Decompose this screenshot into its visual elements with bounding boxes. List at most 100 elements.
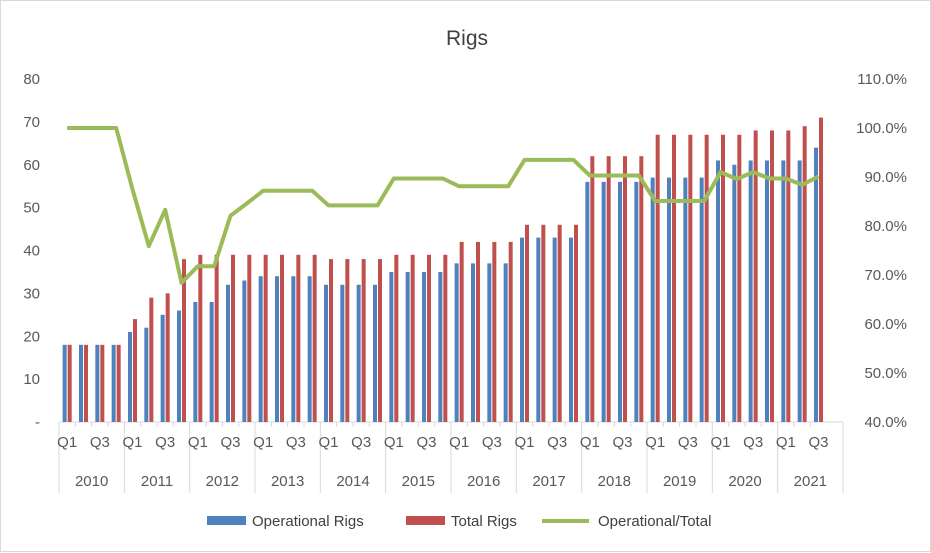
y-tick-label: 10 (23, 371, 40, 388)
bar-operational-rigs (487, 263, 492, 422)
bar-total-rigs (655, 134, 660, 423)
bar-operational-rigs (797, 160, 802, 422)
year-label: 2014 (336, 473, 369, 490)
x-tick-label: Q3 (220, 434, 240, 451)
bar-total-rigs (770, 130, 774, 422)
bar-operational-rigs (781, 160, 786, 422)
bar-total-rigs (704, 134, 709, 423)
y-axis-right: 40.0% 50.0% 60.0% 70.0% 80.0% 90.0% 100.0% 110.… (856, 71, 907, 431)
x-tick-label: Q1 (253, 434, 273, 451)
y2-tick-label: 100.0% (856, 120, 907, 137)
bar-operational-rigs (356, 284, 361, 422)
bar-operational-rigs (454, 263, 459, 422)
year-label: 2013 (271, 473, 304, 490)
bar-total-rigs (819, 117, 823, 423)
bar-series-group (62, 117, 823, 423)
bar-total-rigs (149, 297, 154, 422)
bar-total-rigs (67, 344, 72, 422)
bar-operational-rigs (601, 181, 606, 422)
bar-total-rigs (133, 319, 137, 422)
bar-operational-rigs (536, 237, 541, 422)
bar-operational-rigs (471, 263, 475, 422)
bar-operational-rigs (307, 276, 312, 422)
bar-total-rigs (361, 259, 366, 422)
bar-total-rigs (182, 259, 186, 422)
year-label: 2015 (402, 473, 435, 490)
bar-total-rigs (427, 254, 431, 422)
x-axis: Q1 Q3 2010 Q1 Q3 2011 Q1 Q3 2012 Q1 Q3 2013 Q1 Q3 2014… (57, 421, 844, 493)
bar-total-rigs (802, 126, 807, 422)
bar-operational-rigs (716, 160, 720, 422)
bar-operational-rigs (618, 181, 622, 422)
bar-total-rigs (525, 224, 529, 422)
y2-tick-label: 80.0% (864, 218, 907, 235)
bar-operational-rigs (226, 284, 230, 422)
bar-total-rigs (574, 224, 578, 422)
y2-tick-label: 60.0% (864, 316, 907, 333)
bar-operational-rigs (258, 276, 263, 422)
bar-operational-rigs (634, 181, 639, 422)
bar-total-rigs (753, 130, 758, 422)
bar-total-rigs (606, 156, 611, 423)
y-tick-label: 60 (23, 157, 40, 174)
y-tick-label: 40 (23, 243, 40, 260)
x-tick-label: Q3 (90, 434, 110, 451)
line-series-group (67, 126, 820, 285)
x-tick-label: Q1 (57, 434, 77, 451)
y-tick-label: 50 (23, 200, 40, 217)
bar-total-rigs (541, 224, 546, 422)
bar-operational-rigs (193, 301, 198, 422)
legend-swatch (207, 516, 246, 525)
y-axis-left: - 10 20 30 40 50 60 70 80 (23, 71, 40, 431)
year-label: 2020 (728, 473, 761, 490)
bar-operational-rigs (373, 284, 377, 422)
bar-operational-rigs (814, 147, 818, 422)
bar-total-rigs (263, 254, 268, 422)
bar-total-rigs (476, 241, 480, 422)
year-label: 2018 (598, 473, 631, 490)
line-operational-total (67, 126, 820, 285)
bar-total-rigs (165, 293, 170, 422)
x-tick-label: Q3 (678, 434, 698, 451)
bar-total-rigs (280, 254, 284, 422)
bar-total-rigs (737, 134, 742, 423)
bar-total-rigs (443, 254, 448, 422)
y2-tick-label: 110.0% (857, 71, 907, 88)
year-label: 2019 (663, 473, 696, 490)
x-tick-label: Q3 (808, 434, 828, 451)
bar-total-rigs (100, 344, 105, 422)
x-tick-label: Q1 (710, 434, 730, 451)
y-tick-label: 20 (23, 328, 40, 345)
x-tick-label: Q1 (188, 434, 208, 451)
bar-total-rigs (786, 130, 791, 422)
y2-tick-label: 90.0% (864, 169, 907, 186)
y2-tick-label: 50.0% (864, 365, 907, 382)
bar-operational-rigs (765, 160, 769, 422)
year-label: 2012 (206, 473, 239, 490)
x-tick-label: Q1 (776, 434, 796, 451)
y-tick-label: 80 (23, 71, 40, 88)
bar-total-rigs (231, 254, 235, 422)
bar-operational-rigs (585, 181, 590, 422)
chart-title: Rigs (446, 27, 488, 50)
bar-total-rigs (84, 344, 88, 422)
x-tick-label: Q3 (743, 434, 763, 451)
bar-operational-rigs (62, 344, 67, 422)
bar-operational-rigs (422, 271, 426, 422)
bar-total-rigs (378, 259, 382, 422)
year-label: 2016 (467, 473, 500, 490)
x-tick-label: Q1 (514, 434, 534, 451)
x-tick-label: Q3 (547, 434, 567, 451)
legend-label: Operational Rigs (252, 513, 364, 530)
x-tick-label: Q3 (612, 434, 632, 451)
bar-total-rigs (590, 156, 595, 423)
bar-operational-rigs (111, 344, 116, 422)
bar-operational-rigs (503, 263, 508, 422)
x-tick-label: Q3 (286, 434, 306, 451)
x-tick-label: Q3 (155, 434, 175, 451)
bar-total-rigs (492, 241, 497, 422)
bar-operational-rigs (405, 271, 410, 422)
bar-operational-rigs (699, 177, 704, 422)
bar-total-rigs (214, 254, 219, 422)
